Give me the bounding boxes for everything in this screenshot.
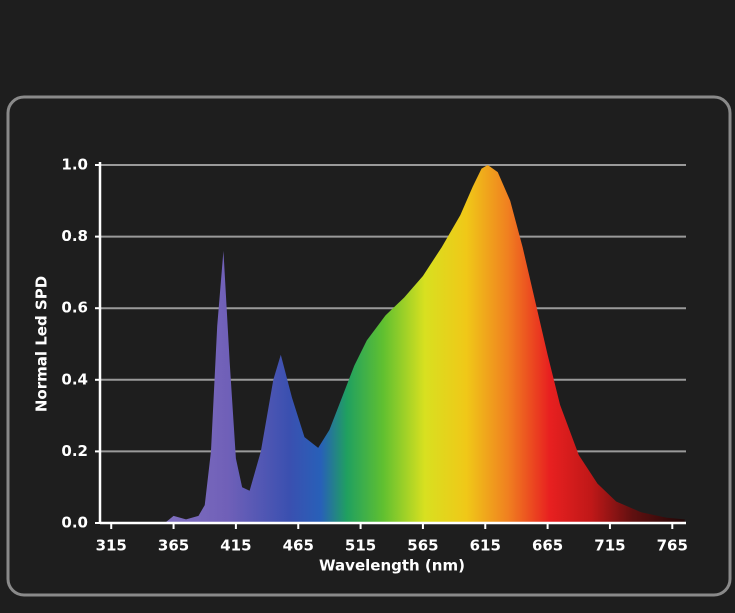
y-tick-label: 0.2 (61, 442, 88, 460)
y-tick-label: 0.4 (61, 370, 88, 388)
y-tick-label: 1.0 (61, 156, 88, 174)
panel-frame (6, 95, 732, 597)
x-tick-label: 515 (345, 537, 376, 555)
x-tick-label: 365 (158, 537, 189, 555)
y-tick-label: 0.8 (61, 227, 88, 245)
x-tick-label: 465 (283, 537, 314, 555)
x-tick-label: 315 (96, 537, 127, 555)
x-axis-title: Wavelength (nm) (319, 557, 465, 575)
x-tick-label: 615 (470, 537, 501, 555)
y-tick-label: 0.6 (61, 299, 88, 317)
x-tick-label: 765 (657, 537, 688, 555)
spectrum-area (164, 165, 685, 523)
x-tick-label: 715 (594, 537, 625, 555)
y-axis-title: Normal Led SPD (33, 276, 51, 412)
x-tick-label: 415 (220, 537, 251, 555)
x-tick-label: 665 (532, 537, 563, 555)
y-tick-label: 0.0 (61, 514, 88, 532)
x-tick-label: 565 (407, 537, 438, 555)
